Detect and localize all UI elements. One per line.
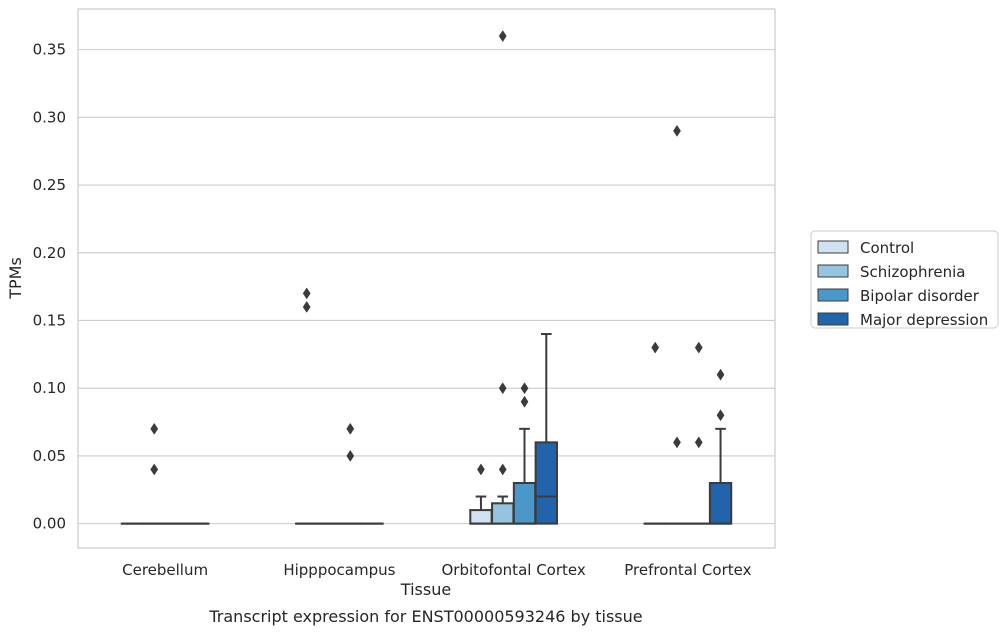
box-body — [491, 502, 515, 525]
legend: Control Schizophrenia Bipolar disorder Majo… — [810, 230, 999, 329]
box-control — [295, 287, 319, 525]
outlier-point — [673, 124, 681, 137]
box-body — [708, 481, 733, 525]
legend-entry: Schizophrenia — [860, 263, 965, 281]
legend-entry: Bipolar disorder — [860, 287, 980, 305]
legend-swatch — [817, 312, 849, 326]
chart-caption: Transcript expression for ENST0000059324… — [208, 607, 642, 626]
outlier-point — [477, 463, 485, 476]
box-major-depression — [708, 368, 733, 525]
outlier-point — [673, 436, 681, 449]
outlier-point — [520, 395, 529, 408]
x-tick-label: Orbitofontal Cortex — [442, 561, 586, 579]
y-tick-label: 0.20 — [33, 244, 66, 262]
outlier-point — [716, 409, 725, 422]
y-tick-label: 0.10 — [33, 379, 66, 397]
outlier-point — [302, 300, 311, 313]
box-major-depression — [534, 333, 558, 525]
legend-swatch — [817, 264, 849, 278]
box-schizophrenia — [491, 30, 515, 525]
plot-frame — [77, 8, 776, 549]
y-tick-label: 0.25 — [33, 176, 66, 194]
box-control — [643, 341, 667, 525]
outlier-point — [694, 341, 703, 354]
outlier-point — [346, 422, 355, 435]
outlier-point — [520, 382, 529, 395]
y-tick-label: 0.35 — [33, 41, 66, 59]
x-tick-label: Hipppocampus — [283, 561, 395, 579]
legend-entry: Control — [860, 239, 914, 257]
legend-entry: Major depression — [860, 311, 988, 329]
outlier-point — [150, 422, 159, 435]
outlier-point — [651, 341, 660, 354]
x-tick-labels: Cerebellum Hipppocampus Orbitofontal Corte… — [122, 561, 751, 579]
legend-swatch — [817, 288, 849, 302]
outlier-point — [498, 30, 507, 43]
outlier-point — [498, 382, 507, 395]
y-tick-label: 0.15 — [33, 311, 66, 329]
outlier-point — [498, 463, 507, 476]
outlier-point — [150, 463, 159, 476]
outlier-point — [346, 449, 355, 462]
y-tick-label: 0.05 — [33, 447, 66, 465]
plot-marks — [120, 30, 733, 525]
legend-swatch — [817, 240, 849, 254]
x-tick-label: Cerebellum — [122, 561, 208, 579]
box-bipolar-disorder — [687, 341, 711, 525]
gridlines — [78, 49, 775, 525]
box-schizophrenia — [142, 422, 166, 525]
legend-frame — [810, 230, 999, 329]
y-tick-labels: 0.00 0.05 0.10 0.15 0.20 0.25 0.30 0.35 — [33, 41, 66, 533]
box-control — [469, 463, 493, 525]
box-body — [534, 441, 558, 525]
box-body — [512, 481, 537, 525]
outlier-point — [302, 287, 311, 300]
x-tick-label: Prefrontal Cortex — [624, 561, 751, 579]
y-axis-label: TPMs — [6, 257, 25, 300]
box-bipolar-disorder — [512, 382, 537, 525]
outlier-point — [694, 436, 703, 449]
outlier-point — [716, 368, 725, 381]
y-tick-label: 0.00 — [33, 515, 66, 533]
x-axis-label: Tissue — [400, 580, 451, 599]
box-bipolar-disorder — [338, 422, 362, 525]
y-tick-label: 0.30 — [33, 108, 66, 126]
box-body — [469, 509, 493, 525]
